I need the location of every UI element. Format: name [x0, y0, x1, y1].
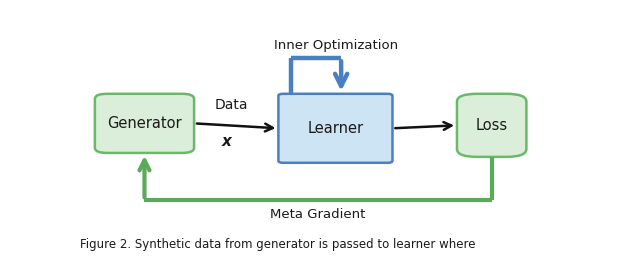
FancyBboxPatch shape	[278, 94, 392, 163]
Text: Inner Optimization: Inner Optimization	[274, 39, 398, 52]
Text: Generator: Generator	[107, 116, 182, 131]
Text: Data: Data	[214, 98, 248, 112]
Text: Loss: Loss	[476, 118, 508, 133]
FancyBboxPatch shape	[95, 94, 194, 153]
Text: x: x	[221, 134, 231, 149]
Text: Figure 2. Synthetic data from generator is passed to learner where: Figure 2. Synthetic data from generator …	[80, 238, 476, 251]
Text: Meta Gradient: Meta Gradient	[270, 208, 366, 221]
FancyBboxPatch shape	[457, 94, 527, 157]
Text: Learner: Learner	[307, 121, 364, 136]
